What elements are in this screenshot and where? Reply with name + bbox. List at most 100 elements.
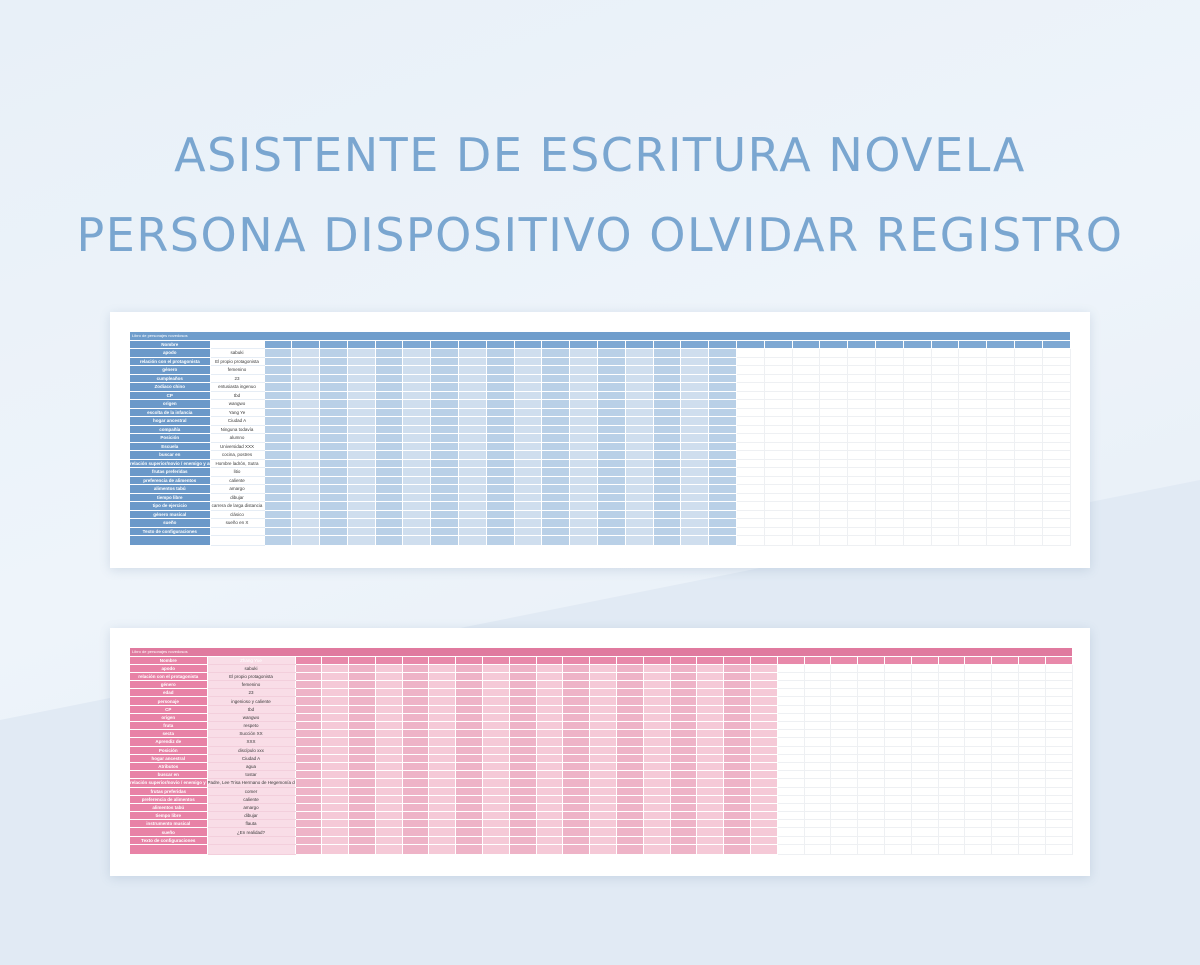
sheet-cell[interactable] [750,664,778,673]
sheet-cell[interactable] [931,459,960,468]
sheet-cell[interactable] [847,493,877,502]
sheet-cell[interactable] [958,408,988,417]
sheet-cell[interactable] [486,416,515,426]
sheet-cell[interactable] [291,527,321,536]
sheet-cell[interactable] [938,672,966,682]
sheet-cell[interactable] [670,836,698,845]
sheet-cell[interactable] [830,787,859,796]
header-cell[interactable] [964,656,993,665]
field-value[interactable]: sabuki [207,664,296,673]
sheet-cell[interactable] [319,433,348,443]
sheet-cell[interactable] [402,484,432,494]
sheet-cell[interactable] [680,348,710,358]
sheet-cell[interactable] [777,819,805,829]
sheet-cell[interactable] [931,416,960,426]
sheet-cell[interactable] [458,467,487,477]
sheet-cell[interactable] [1042,535,1072,546]
sheet-cell[interactable] [402,836,430,845]
sheet-cell[interactable] [1014,374,1043,383]
sheet-cell[interactable] [903,433,932,443]
sheet-cell[interactable] [777,672,805,682]
sheet-cell[interactable] [509,819,537,829]
sheet-cell[interactable] [708,450,738,460]
header-cell[interactable] [486,340,515,349]
sheet-cell[interactable] [458,391,487,400]
sheet-cell[interactable] [903,399,932,409]
sheet-cell[interactable] [514,374,543,383]
sheet-cell[interactable] [536,770,564,780]
sheet-cell[interactable] [514,399,543,409]
sheet-cell[interactable] [1014,450,1043,460]
sheet-cell[interactable] [847,382,877,392]
sheet-cell[interactable] [764,459,793,468]
sheet-cell[interactable] [764,467,793,477]
sheet-cell[interactable] [428,705,457,714]
header-cell[interactable] [402,340,432,349]
sheet-cell[interactable] [1045,696,1074,706]
sheet-cell[interactable] [428,737,457,747]
sheet-cell[interactable] [819,527,849,536]
sheet-cell[interactable] [804,729,832,739]
sheet-cell[interactable] [1014,501,1043,511]
sheet-cell[interactable] [884,827,912,837]
header-cell[interactable] [643,656,671,665]
sheet-cell[interactable] [486,382,515,392]
field-value[interactable]: tostar [207,770,296,780]
sheet-cell[interactable] [991,827,1020,837]
sheet-cell[interactable] [430,476,460,485]
sheet-cell[interactable] [430,501,460,511]
sheet-cell[interactable] [291,501,321,511]
sheet-cell[interactable] [911,787,939,796]
sheet-cell[interactable] [847,501,877,511]
sheet-cell[interactable] [653,374,682,383]
sheet-cell[interactable] [264,365,293,375]
sheet-cell[interactable] [486,374,515,383]
sheet-cell[interactable] [319,416,348,426]
sheet-cell[interactable] [736,476,765,485]
sheet-cell[interactable] [903,408,932,417]
sheet-cell[interactable] [884,754,912,763]
sheet-cell[interactable] [569,374,599,383]
sheet-cell[interactable] [1014,416,1043,426]
sheet-cell[interactable] [777,770,805,780]
sheet-cell[interactable] [1018,754,1046,763]
sheet-cell[interactable] [857,787,886,796]
sheet-cell[interactable] [291,442,321,451]
sheet-cell[interactable] [428,746,457,755]
sheet-cell[interactable] [723,696,752,706]
sheet-cell[interactable] [696,680,725,690]
sheet-cell[interactable] [1045,770,1074,780]
sheet-cell[interactable] [903,459,932,468]
sheet-cell[interactable] [321,819,350,829]
field-value[interactable]: Succión XX [207,729,296,739]
sheet-cell[interactable] [750,680,778,690]
sheet-cell[interactable] [509,827,537,837]
sheet-cell[interactable] [486,408,515,417]
sheet-cell[interactable] [541,433,571,443]
sheet-cell[interactable] [991,844,1020,855]
sheet-cell[interactable] [819,518,849,528]
sheet-cell[interactable] [911,696,939,706]
sheet-cell[interactable] [931,501,960,511]
sheet-cell[interactable] [1018,688,1046,698]
sheet-cell[interactable] [991,811,1020,821]
sheet-cell[interactable] [696,803,725,813]
sheet-cell[interactable] [670,803,698,813]
field-value[interactable]: 23 [207,688,296,698]
sheet-cell[interactable] [792,450,821,460]
sheet-cell[interactable] [295,795,323,804]
sheet-cell[interactable] [455,672,484,682]
sheet-cell[interactable] [569,399,599,409]
header-cell[interactable] [903,340,932,349]
header-cell[interactable] [830,656,859,665]
sheet-cell[interactable] [291,433,321,443]
sheet-cell[interactable] [264,425,293,434]
sheet-cell[interactable] [597,518,626,528]
sheet-cell[interactable] [321,836,350,845]
sheet-cell[interactable] [291,348,321,358]
sheet-cell[interactable] [321,737,350,747]
sheet-cell[interactable] [875,399,904,409]
sheet-cell[interactable] [819,459,849,468]
sheet-cell[interactable] [777,664,805,673]
sheet-cell[interactable] [375,705,403,714]
